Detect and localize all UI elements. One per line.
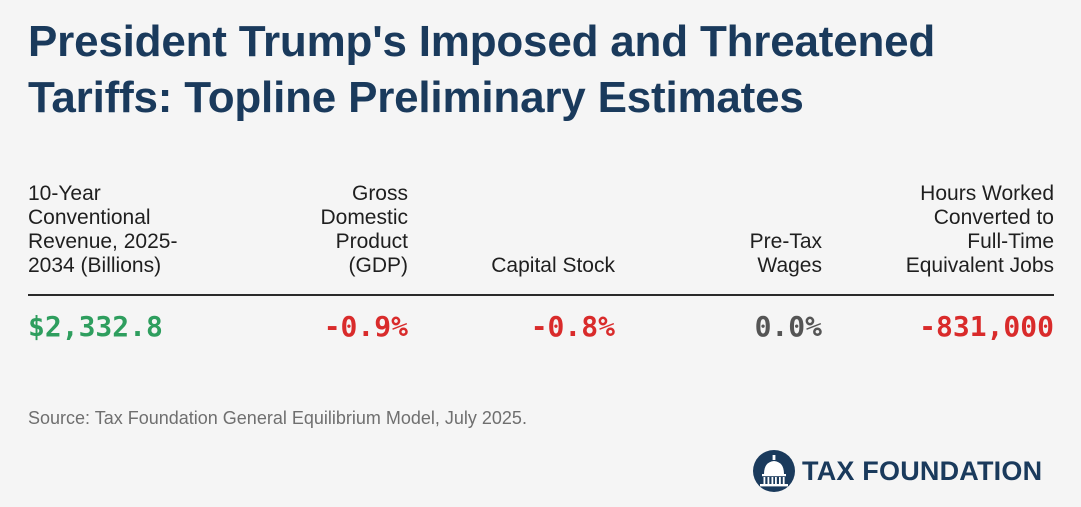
header-line: Domestic [320, 206, 408, 229]
header-line: (GDP) [348, 254, 409, 277]
chart-title: President Trump's Imposed and Threatened… [28, 17, 936, 122]
header-line: Full-Time [967, 230, 1054, 253]
header-gdp: Gross Domestic Product (GDP) [228, 182, 408, 278]
header-line: Wages [757, 254, 822, 277]
header-line: Capital Stock [491, 254, 615, 277]
value-jobs: -831,000 [919, 310, 1054, 343]
value-wages: 0.0% [754, 310, 822, 343]
header-line: Product [335, 230, 408, 253]
header-line: Pre-Tax [749, 230, 822, 253]
header-row: 10-Year Conventional Revenue, 2025- 2034… [28, 178, 1054, 296]
header-wages: Pre-Tax Wages [615, 230, 822, 278]
value-row: $2,332.8 -0.9% -0.8% 0.0% -831,000 [28, 296, 1054, 360]
logo-text: TAX FOUNDATION [802, 455, 1043, 486]
header-revenue: 10-Year Conventional Revenue, 2025- 2034… [28, 182, 228, 278]
header-line: 2034 (Billions) [28, 254, 162, 277]
header-line: Gross [351, 182, 408, 205]
tax-foundation-logo: TAX FOUNDATION [752, 448, 1042, 494]
header-line: Converted to [933, 206, 1054, 229]
capitol-dome-icon [753, 450, 795, 492]
header-line: Equivalent Jobs [905, 254, 1054, 277]
header-line: 10-Year [28, 182, 101, 205]
estimates-table: 10-Year Conventional Revenue, 2025- 2034… [28, 178, 1054, 360]
value-gdp: -0.9% [323, 310, 408, 343]
header-line: Conventional [28, 206, 151, 229]
value-revenue: $2,332.8 [28, 310, 163, 343]
header-jobs: Hours Worked Converted to Full-Time Equi… [822, 182, 1054, 278]
header-line: Revenue, 2025- [28, 230, 178, 253]
value-capital-stock: -0.8% [530, 310, 615, 343]
header-capital-stock: Capital Stock [408, 254, 615, 278]
source-note: Source: Tax Foundation General Equilibri… [28, 408, 527, 428]
header-line: Hours Worked [920, 182, 1054, 205]
